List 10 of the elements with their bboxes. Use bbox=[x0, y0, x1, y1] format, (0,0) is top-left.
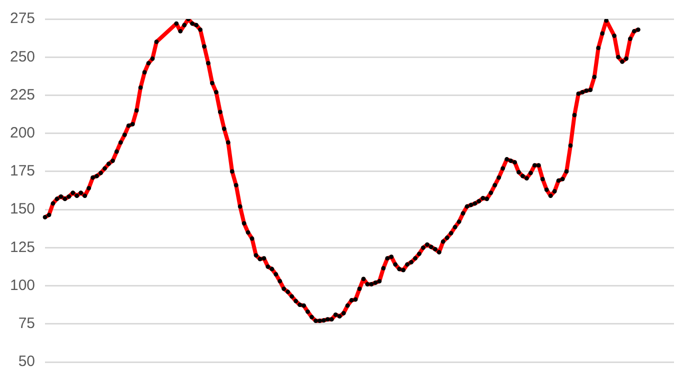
y-tick-label: 75 bbox=[18, 315, 36, 332]
y-tick-label: 125 bbox=[10, 238, 36, 256]
y-tick-label: 150 bbox=[10, 200, 36, 218]
y-tick-label: 200 bbox=[10, 124, 36, 142]
y-tick-label: 100 bbox=[10, 276, 36, 294]
y-tick-label: 50 bbox=[18, 353, 36, 370]
y-tick-label: 250 bbox=[10, 48, 36, 66]
y-tick-label: 175 bbox=[10, 162, 36, 180]
y-tick-label: 225 bbox=[10, 86, 36, 104]
y-tick-label: 275 bbox=[10, 10, 36, 28]
